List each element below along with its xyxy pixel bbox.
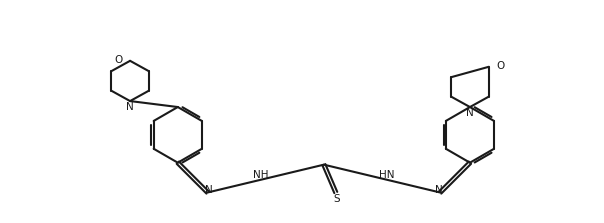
Text: N: N xyxy=(466,107,474,118)
Text: N: N xyxy=(205,185,213,195)
Text: N: N xyxy=(126,101,134,112)
Text: O: O xyxy=(114,55,122,65)
Text: S: S xyxy=(333,194,340,204)
Text: N: N xyxy=(435,185,443,195)
Text: O: O xyxy=(496,61,505,71)
Text: HN: HN xyxy=(379,170,395,180)
Text: NH: NH xyxy=(253,170,269,180)
